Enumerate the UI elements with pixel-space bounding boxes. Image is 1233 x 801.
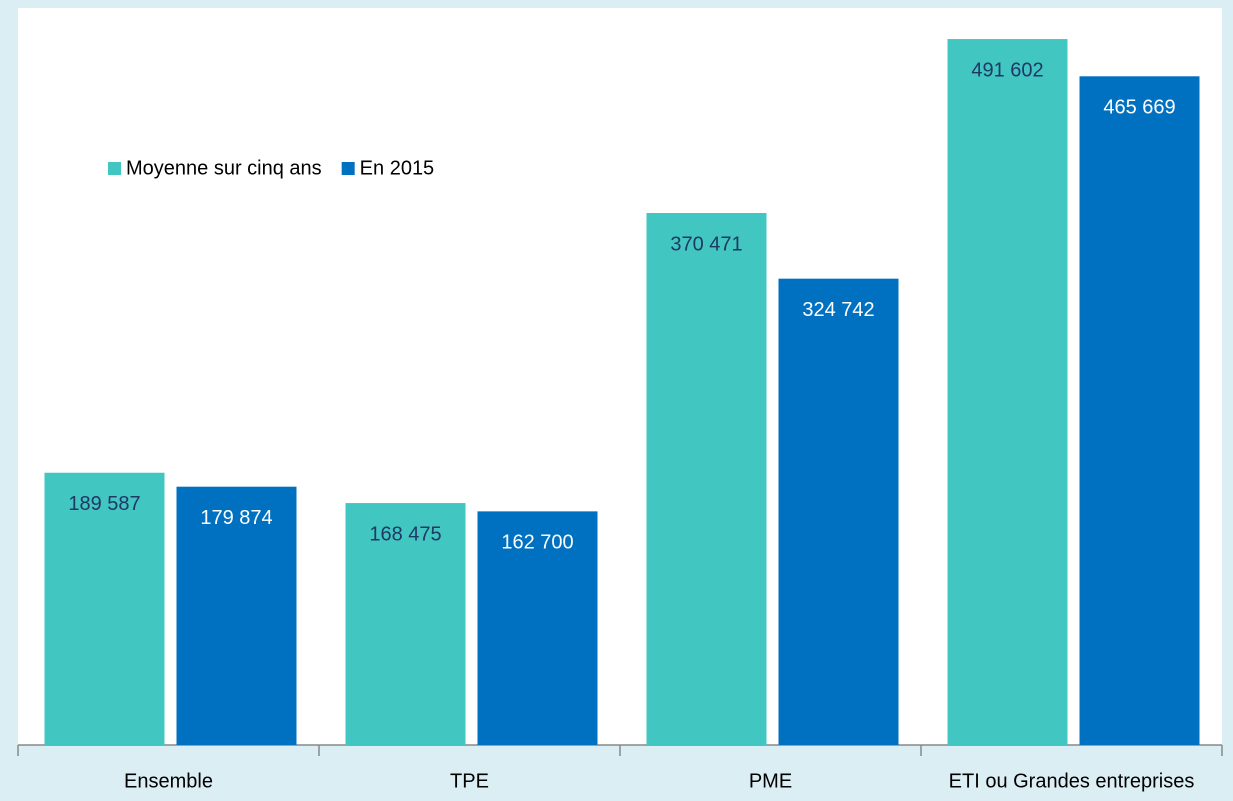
bar <box>176 486 297 745</box>
data-label: 465 669 <box>1103 97 1175 119</box>
data-label: 189 587 <box>68 493 140 515</box>
data-label: 370 471 <box>670 233 742 255</box>
x-tick-label: Ensemble <box>124 770 213 792</box>
x-tick-label: PME <box>749 770 792 792</box>
bar <box>1079 76 1200 745</box>
bar <box>477 511 598 745</box>
x-tick-label: TPE <box>450 770 489 792</box>
data-label: 179 874 <box>200 507 272 529</box>
x-tick-label: ETI ou Grandes entreprises <box>949 770 1195 792</box>
bar <box>646 213 767 745</box>
data-label: 168 475 <box>369 523 441 545</box>
legend-label: Moyenne sur cinq ans <box>126 157 322 179</box>
bar <box>44 472 165 745</box>
bar <box>778 278 899 745</box>
legend-label: En 2015 <box>360 157 435 179</box>
legend-swatch <box>108 162 121 175</box>
data-label: 491 602 <box>971 59 1043 81</box>
legend-swatch <box>341 162 355 175</box>
data-label: 324 742 <box>802 299 874 321</box>
bar <box>345 503 466 745</box>
bar <box>947 39 1068 746</box>
data-label: 162 700 <box>501 532 573 554</box>
